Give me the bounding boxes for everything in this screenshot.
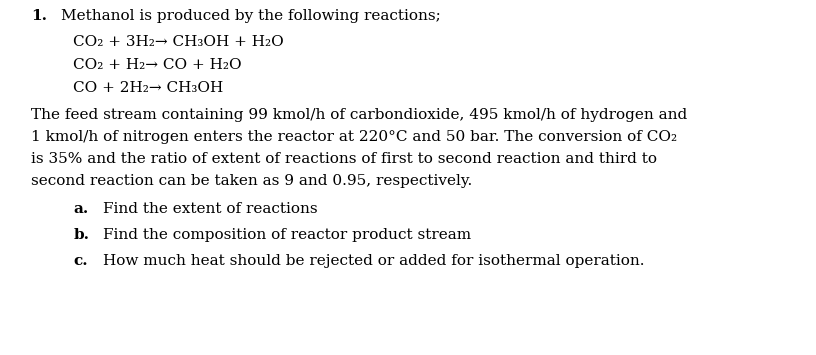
Text: second reaction can be taken as 9 and 0.95, respectively.: second reaction can be taken as 9 and 0.… — [31, 174, 472, 188]
Text: CO₂ + 3H₂→ CH₃OH + H₂O: CO₂ + 3H₂→ CH₃OH + H₂O — [73, 35, 284, 49]
Text: a.: a. — [73, 202, 89, 216]
Text: CO + 2H₂→ CH₃OH: CO + 2H₂→ CH₃OH — [73, 81, 224, 95]
Text: 1 kmol/h of nitrogen enters the reactor at 220°C and 50 bar. The conversion of C: 1 kmol/h of nitrogen enters the reactor … — [31, 130, 677, 144]
Text: c.: c. — [73, 254, 88, 268]
Text: is 35% and the ratio of extent of reactions of first to second reaction and thir: is 35% and the ratio of extent of reacti… — [31, 152, 657, 166]
Text: CO₂ + H₂→ CO + H₂O: CO₂ + H₂→ CO + H₂O — [73, 58, 242, 72]
Text: Methanol is produced by the following reactions;: Methanol is produced by the following re… — [61, 9, 441, 23]
Text: 1.: 1. — [31, 9, 47, 23]
Text: Find the composition of reactor product stream: Find the composition of reactor product … — [103, 228, 471, 242]
Text: Find the extent of reactions: Find the extent of reactions — [103, 202, 317, 216]
Text: b.: b. — [73, 228, 90, 242]
Text: How much heat should be rejected or added for isothermal operation.: How much heat should be rejected or adde… — [103, 254, 645, 268]
Text: The feed stream containing 99 kmol/h of carbondioxide, 495 kmol/h of hydrogen an: The feed stream containing 99 kmol/h of … — [31, 108, 687, 122]
